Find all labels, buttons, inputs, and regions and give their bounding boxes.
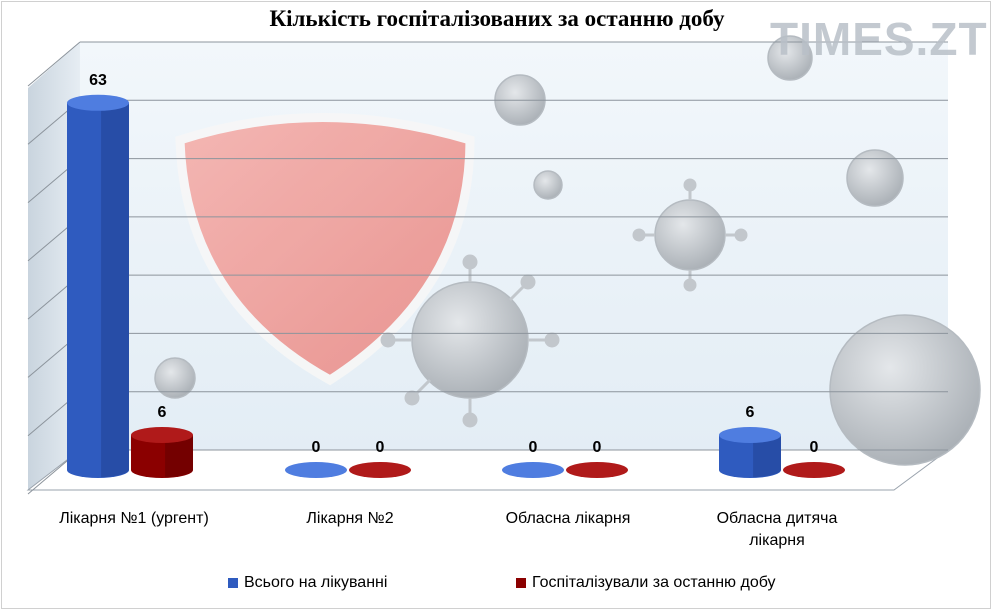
bar-shade	[165, 435, 193, 478]
data-label: 63	[89, 72, 107, 89]
bar-cap	[566, 462, 628, 478]
gridlines	[27, 41, 948, 495]
data-label: 0	[529, 439, 538, 456]
legend-label: Госпіталізували за останню добу	[532, 574, 776, 591]
watermark-logo: TIMES.ZT	[770, 13, 988, 65]
legend-item-series-1: Всього на лікуванні	[228, 573, 387, 593]
bar-cap	[349, 462, 411, 478]
value-labels: 63 6 0 0 0 0 6 0	[89, 72, 818, 456]
bar-total-1	[285, 462, 347, 478]
data-label: 6	[746, 404, 755, 421]
category-label: Обласна дитяча лікарня	[716, 510, 838, 549]
bar-cap	[502, 462, 564, 478]
data-label: 6	[158, 404, 167, 421]
bar-new-0	[131, 427, 193, 478]
bar-cap	[67, 94, 129, 111]
bar-cap	[783, 462, 845, 478]
bar-cap	[719, 427, 781, 444]
virus-icon	[154, 35, 981, 466]
data-label: 0	[810, 439, 819, 456]
category-label: Обласна лікарня	[505, 510, 631, 527]
data-label: 0	[593, 439, 602, 456]
bar-shade	[101, 102, 129, 478]
bar-new-1	[349, 462, 411, 478]
category-label: Лікарня №1 (ургент)	[59, 510, 209, 527]
category-label: Лікарня №2	[306, 510, 394, 527]
bar-new-3	[783, 462, 845, 478]
data-label: 0	[312, 439, 321, 456]
bars	[67, 94, 845, 479]
bar-shade	[753, 435, 781, 478]
bar-cap	[131, 427, 193, 444]
bar-total-3	[719, 427, 781, 478]
chart-title: Кількість госпіталізованих за останню до…	[269, 6, 725, 31]
bar-cap	[285, 462, 347, 478]
bar-new-2	[566, 462, 628, 478]
virus-spikes	[380, 178, 748, 428]
gridline-side	[27, 41, 81, 87]
bar-total-0	[67, 94, 129, 479]
legend-label: Всього на лікуванні	[244, 574, 388, 591]
legend-swatch	[228, 578, 238, 588]
legend-swatch	[516, 578, 526, 588]
data-label: 0	[376, 439, 385, 456]
legend-item-series-2: Госпіталізували за останню добу	[516, 573, 776, 593]
bar-total-2	[502, 462, 564, 478]
